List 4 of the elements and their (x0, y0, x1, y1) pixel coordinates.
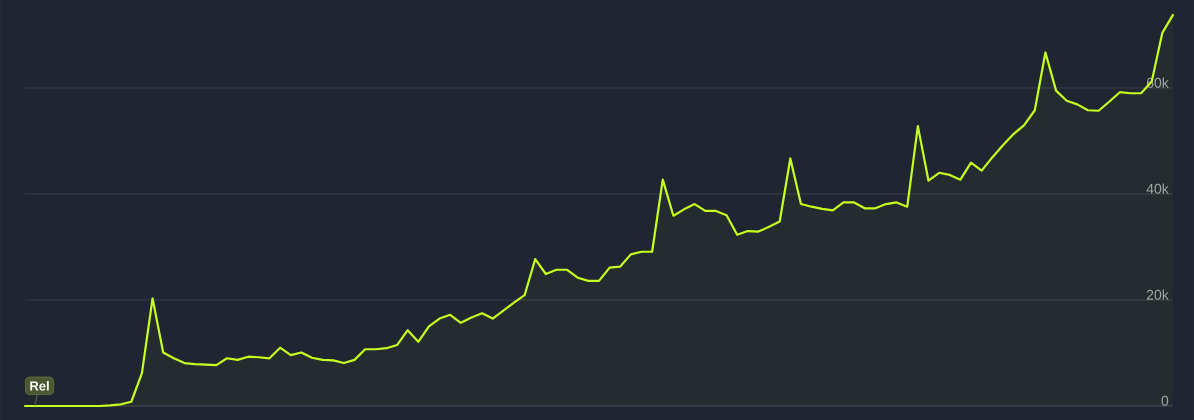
y-tick-label: 0 (1161, 395, 1169, 406)
y-tick-label: 40k (1146, 183, 1169, 194)
y-tick-label: 20k (1146, 289, 1169, 300)
annotation: Rel (30, 381, 49, 391)
